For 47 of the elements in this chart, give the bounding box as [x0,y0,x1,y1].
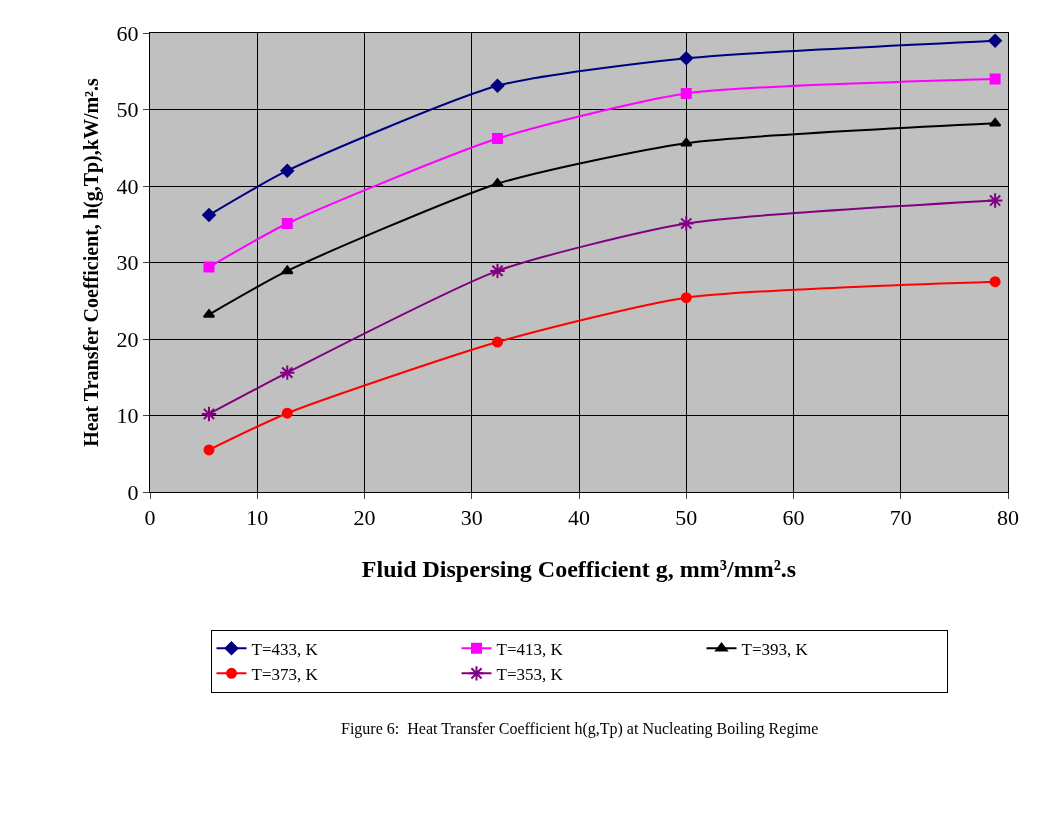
point [489,262,506,280]
x-tick-label: 70 [889,505,912,531]
x-tick-label: 40 [568,505,590,531]
point [988,117,1002,127]
legend-label: T=433, K [251,639,319,659]
x-tick-label: 30 [460,505,483,531]
point [678,215,695,232]
legend-label: T=353, K [496,664,564,684]
x-tick-label: 80 [997,505,1019,531]
y-tick-label: 30 [116,250,139,276]
x-axis-title: Fluid Dispersing Coefficient g, mm³/mm².s [361,555,797,582]
point [680,87,692,99]
point [279,364,296,381]
point [203,261,215,273]
point [680,137,693,147]
point [200,405,218,423]
point [679,51,694,66]
point [986,192,1004,209]
point [490,78,505,93]
point [491,336,503,348]
point [680,292,692,304]
point [989,73,1001,85]
point [988,33,1002,48]
legend-label: T=413, K [496,639,564,659]
y-tick-label: 0 [127,479,139,505]
y-tick-label: 20 [116,326,139,352]
point [281,407,293,419]
point [281,265,294,275]
point [491,133,503,145]
x-tick-label: 50 [675,505,698,531]
y-tick-label: 40 [116,173,139,199]
y-tick-label: 10 [116,403,139,429]
point [202,208,216,222]
point [281,217,293,229]
y-tick-label: 50 [116,97,139,123]
y-tick-label: 60 [116,20,139,46]
point [203,444,215,456]
y-axis-title: Heat Transfer Coefficient, h(g,Tp),kW/m².s [80,77,104,447]
x-tick-label: 0 [144,505,156,531]
legend-label: T=373, K [251,664,319,684]
x-tick-label: 10 [246,505,269,531]
legend-label: T=393, K [741,639,809,659]
point [280,163,295,178]
x-tick-label: 20 [353,505,376,531]
x-tick-label: 60 [782,505,805,531]
point [989,276,1001,288]
caption: Figure 6: Heat Transfer Coefficient h(g,Tp) at Nucleating Boiling Regime [341,720,819,738]
